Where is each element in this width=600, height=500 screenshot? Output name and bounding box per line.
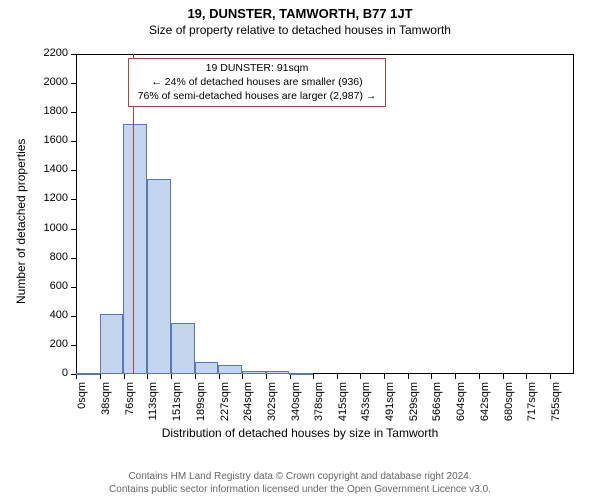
footer-line-2: Contains public sector information licen…: [0, 483, 600, 496]
page-subtitle: Size of property relative to detached ho…: [0, 21, 600, 37]
x-tick: [408, 374, 409, 379]
annotation-line: 76% of semi-detached houses are larger (…: [135, 89, 379, 103]
histogram-bar: [195, 362, 219, 374]
x-tick: [479, 374, 480, 379]
y-tick-label: 2000: [0, 76, 68, 88]
y-tick-label: 1800: [0, 105, 68, 117]
y-tick-label: 0: [0, 367, 68, 379]
y-tick-label: 1600: [0, 134, 68, 146]
histogram-bar: [242, 371, 266, 374]
x-tick-label: 264sqm: [242, 382, 254, 432]
x-tick-label: 529sqm: [408, 382, 420, 432]
x-tick-label: 415sqm: [337, 382, 349, 432]
x-tick: [290, 374, 291, 379]
y-tick: [71, 199, 76, 200]
x-tick-label: 189sqm: [195, 382, 207, 432]
y-tick: [71, 229, 76, 230]
x-tick-label: 113sqm: [147, 382, 159, 432]
y-tick-label: 600: [0, 280, 68, 292]
y-tick-label: 200: [0, 338, 68, 350]
x-tick-label: 76sqm: [124, 382, 136, 432]
histogram-bar: [266, 371, 290, 374]
x-tick: [242, 374, 243, 379]
y-tick-label: 800: [0, 251, 68, 263]
x-tick-label: 378sqm: [313, 382, 325, 432]
histogram-bar: [100, 314, 124, 374]
x-tick-label: 604sqm: [455, 382, 467, 432]
x-tick: [455, 374, 456, 379]
y-tick: [71, 141, 76, 142]
footer-line-1: Contains HM Land Registry data © Crown c…: [0, 470, 600, 483]
x-tick: [100, 374, 101, 379]
x-tick: [360, 374, 361, 379]
annotation-line: ← 24% of detached houses are smaller (93…: [135, 75, 379, 89]
y-tick-label: 400: [0, 309, 68, 321]
y-tick: [71, 316, 76, 317]
x-tick: [526, 374, 527, 379]
y-tick: [71, 112, 76, 113]
histogram-bar: [289, 373, 313, 375]
histogram-bar: [171, 323, 195, 374]
x-tick: [503, 374, 504, 379]
attribution-footer: Contains HM Land Registry data © Crown c…: [0, 470, 600, 496]
x-tick-label: 755sqm: [550, 382, 562, 432]
x-tick: [171, 374, 172, 379]
y-tick: [71, 345, 76, 346]
y-tick-label: 1200: [0, 192, 68, 204]
page-title: 19, DUNSTER, TAMWORTH, B77 1JT: [0, 0, 600, 21]
histogram-bar: [218, 365, 242, 374]
x-tick: [219, 374, 220, 379]
x-tick: [550, 374, 551, 379]
x-tick-label: 302sqm: [266, 382, 278, 432]
x-tick: [313, 374, 314, 379]
y-tick: [71, 83, 76, 84]
x-tick-label: 566sqm: [431, 382, 443, 432]
x-tick-label: 717sqm: [526, 382, 538, 432]
x-tick: [124, 374, 125, 379]
x-tick-label: 491sqm: [384, 382, 396, 432]
x-tick-label: 0sqm: [76, 382, 88, 432]
y-tick-label: 1400: [0, 163, 68, 175]
annotation-line: 19 DUNSTER: 91sqm: [135, 61, 379, 75]
annotation-box: 19 DUNSTER: 91sqm← 24% of detached house…: [128, 58, 386, 107]
histogram-bar: [123, 124, 147, 374]
x-tick: [147, 374, 148, 379]
histogram-chart: Number of detached properties Distributi…: [0, 48, 600, 440]
y-tick: [71, 170, 76, 171]
histogram-bar: [147, 179, 171, 374]
x-tick-label: 642sqm: [479, 382, 491, 432]
y-tick: [71, 287, 76, 288]
x-tick-label: 680sqm: [503, 382, 515, 432]
y-tick: [71, 54, 76, 55]
x-tick-label: 227sqm: [219, 382, 231, 432]
x-tick-label: 151sqm: [171, 382, 183, 432]
y-tick-label: 2200: [0, 47, 68, 59]
y-tick-label: 1000: [0, 222, 68, 234]
y-tick: [71, 258, 76, 259]
x-tick-label: 38sqm: [100, 382, 112, 432]
x-tick: [195, 374, 196, 379]
x-tick: [431, 374, 432, 379]
x-tick: [337, 374, 338, 379]
x-tick: [266, 374, 267, 379]
x-tick: [384, 374, 385, 379]
x-tick-label: 340sqm: [290, 382, 302, 432]
histogram-bar: [76, 373, 100, 375]
x-tick-label: 453sqm: [360, 382, 372, 432]
